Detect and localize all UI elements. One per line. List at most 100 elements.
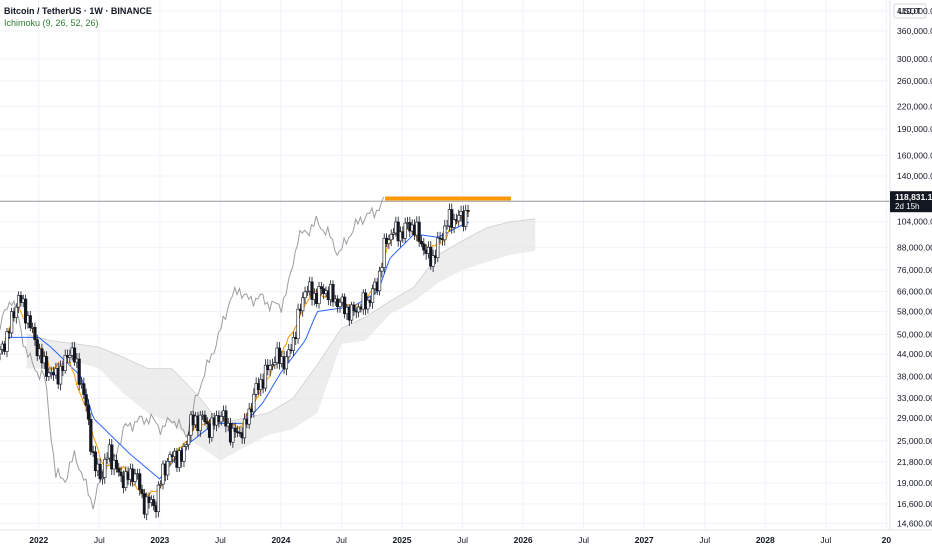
candle-body xyxy=(263,364,268,389)
bar-countdown: 2d 15h xyxy=(895,202,919,211)
price-tick-label: 160,000.00 xyxy=(897,151,932,161)
candle-body xyxy=(159,483,163,486)
price-tick-label: 410,000.00 xyxy=(897,6,932,16)
candle-body xyxy=(252,393,256,413)
candle-body xyxy=(319,286,323,289)
price-axis[interactable]: USDT 410,000.00 360,000.00 300,000.00 260,0… xyxy=(889,0,932,530)
price-tick-label: 260,000.00 xyxy=(897,76,932,86)
last-price-value: 118,831.12 xyxy=(895,192,932,202)
candle-body xyxy=(352,304,356,312)
candle-body xyxy=(103,458,107,478)
candle-body xyxy=(5,331,9,352)
candle-body xyxy=(168,454,172,462)
price-tick-label: 44,000.00 xyxy=(897,349,932,359)
time-tick-label: Jul xyxy=(578,535,589,545)
candle-body xyxy=(68,355,72,358)
price-tick-label: 14,600.00 xyxy=(897,519,932,529)
candle-body xyxy=(44,356,49,377)
candle-body xyxy=(205,421,209,425)
candle-body xyxy=(382,237,386,268)
senkou-span-a xyxy=(26,218,536,424)
candle-body xyxy=(198,414,202,432)
time-tick-label: 2022 xyxy=(29,535,48,545)
candle-body xyxy=(35,339,39,357)
candle-body xyxy=(338,301,342,307)
candle-body xyxy=(317,286,321,304)
candle-body xyxy=(387,239,391,245)
time-tick-label: 2028 xyxy=(756,535,775,545)
time-tick-label: 2023 xyxy=(150,535,169,545)
ichimoku-cloud xyxy=(26,218,536,461)
candle-body xyxy=(10,311,14,334)
time-tick-label: Jul xyxy=(457,535,468,545)
candle-body xyxy=(110,444,114,470)
time-tick-label: 2026 xyxy=(514,535,533,545)
candle-body xyxy=(287,349,291,358)
price-tick-label: 21,800.00 xyxy=(897,457,932,467)
candle-body xyxy=(443,225,447,241)
candle-body xyxy=(117,468,121,473)
ichimoku-indicator-label[interactable]: Ichimoku (9, 26, 52, 26) xyxy=(4,18,99,28)
price-tick-label: 16,600.00 xyxy=(897,499,932,509)
candle-body xyxy=(436,237,440,259)
currency-badge[interactable] xyxy=(893,3,927,19)
candle-body xyxy=(377,270,382,292)
candle-body xyxy=(331,284,335,303)
candle-body xyxy=(370,288,375,304)
price-tick-label: 66,000.00 xyxy=(897,287,932,297)
candle-body xyxy=(273,362,277,366)
time-tick-label: Jul xyxy=(215,535,226,545)
candle-body xyxy=(14,306,18,318)
candle-body xyxy=(231,427,235,443)
time-tick-label: Jul xyxy=(699,535,710,545)
price-tick-label: 25,000.00 xyxy=(897,436,932,446)
candle-body xyxy=(310,281,314,300)
candle-body xyxy=(182,446,186,462)
candle-body xyxy=(77,358,81,385)
time-tick-label: Jul xyxy=(820,535,831,545)
price-tick-label: 88,000.00 xyxy=(897,242,932,252)
candle-body xyxy=(24,298,28,324)
candle-body xyxy=(98,463,102,480)
candle-body xyxy=(166,461,170,476)
candle-body xyxy=(303,291,307,299)
symbol-title[interactable]: Bitcoin / TetherUS · 1W · BINANCE xyxy=(4,6,152,16)
candle-body xyxy=(366,299,370,310)
candle-body xyxy=(396,221,400,242)
candle-body xyxy=(242,418,247,439)
candle-body xyxy=(210,417,214,438)
candle-body xyxy=(445,225,449,228)
last-price-tag: 118,831.12 2d 15h xyxy=(890,191,932,213)
candle-body xyxy=(438,237,442,240)
candle-body xyxy=(84,394,88,406)
candle-body xyxy=(93,451,98,472)
time-tick-label: Jul xyxy=(94,535,105,545)
candle-body xyxy=(270,364,275,367)
candle-body xyxy=(284,356,289,370)
candle-body xyxy=(301,297,305,312)
candle-body xyxy=(403,222,407,239)
time-axis[interactable]: 2022 Jul 2023 Jul 2024 Jul 2025 Jul 2026 Jul 2027 J… xyxy=(0,529,932,545)
candle-body xyxy=(389,234,393,241)
chart-legend: Bitcoin / TetherUS · 1W · BINANCE Ichimo… xyxy=(4,5,152,29)
candle-body xyxy=(203,414,207,423)
price-tick-label: 104,000.00 xyxy=(897,217,932,227)
price-tick-label: 300,000.00 xyxy=(897,54,932,64)
candle-body xyxy=(419,241,424,245)
chart-grid xyxy=(0,0,890,530)
chart-overlay xyxy=(0,196,890,202)
candle-body xyxy=(138,473,142,490)
candle-body xyxy=(0,349,2,355)
candle-body xyxy=(417,221,421,242)
candle-body xyxy=(47,372,51,377)
candle-body xyxy=(431,255,435,267)
candle-body xyxy=(184,444,188,447)
candle-body xyxy=(457,215,461,222)
candle-body xyxy=(422,243,426,251)
candle-body xyxy=(343,296,347,315)
candle-body xyxy=(33,327,37,340)
price-tick-label: 140,000.00 xyxy=(897,171,932,181)
cloud-area xyxy=(26,218,536,461)
price-tick-label: 190,000.00 xyxy=(897,124,932,134)
